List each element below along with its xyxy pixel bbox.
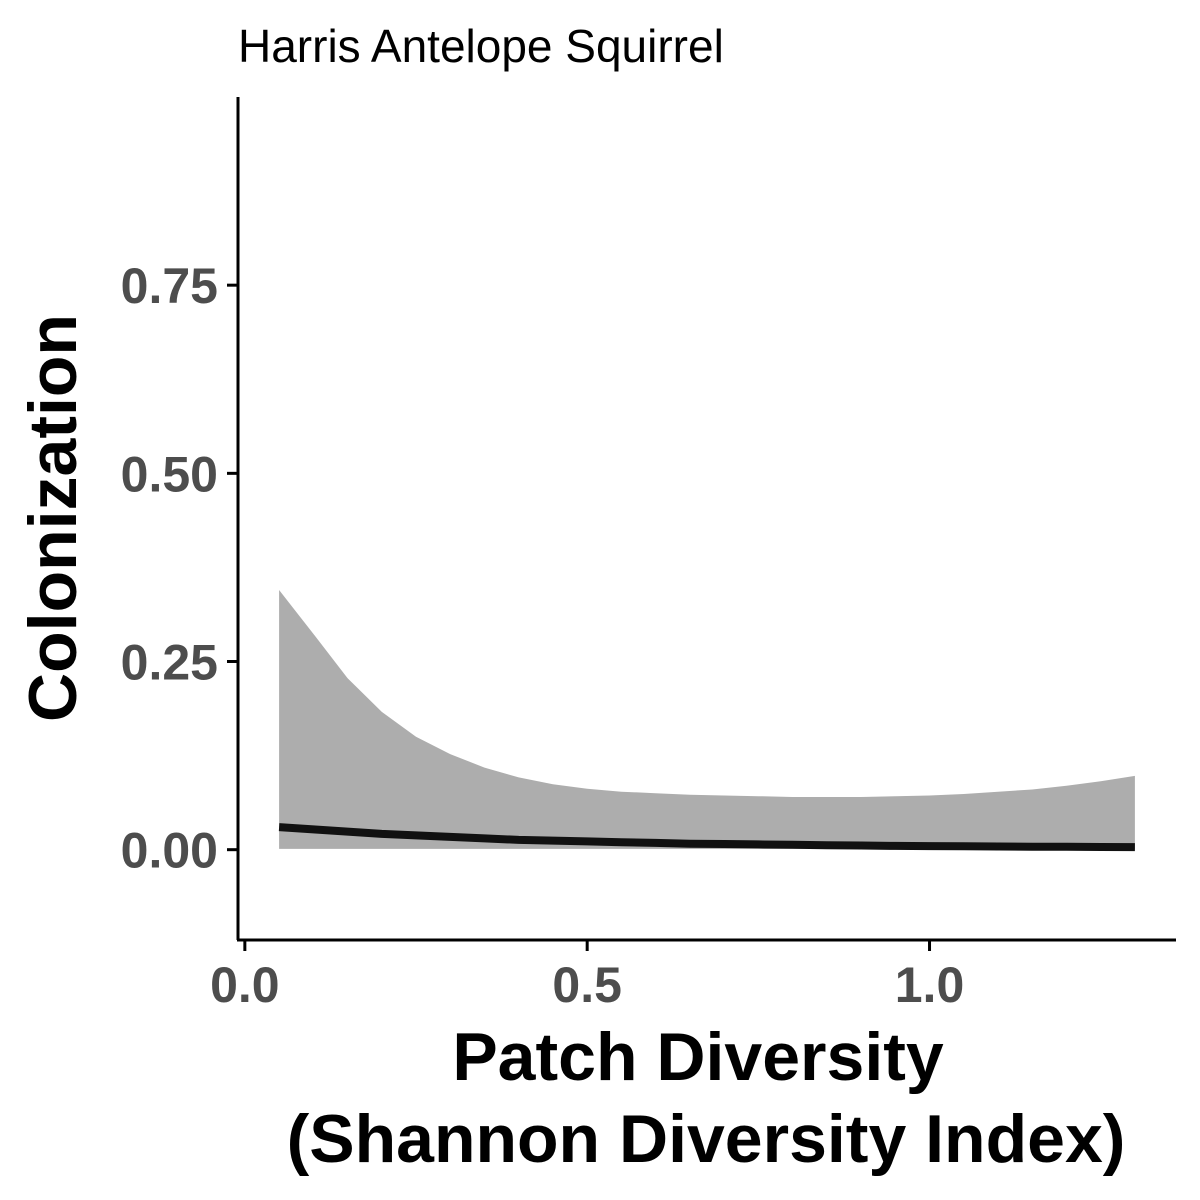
chart-title: Harris Antelope Squirrel — [238, 20, 724, 72]
y-tick-label: 0.00 — [121, 823, 218, 879]
x-tick-label: 0.0 — [210, 957, 280, 1013]
x-tick-label: 0.5 — [552, 957, 622, 1013]
y-tick-label: 0.75 — [121, 258, 218, 314]
x-axis-title-line-2: (Shannon Diversity Index) — [287, 1101, 1126, 1177]
y-tick-label: 0.50 — [121, 446, 218, 502]
x-axis-ticks: 0.0 0.5 1.0 — [210, 940, 964, 1013]
confidence-ribbon — [279, 590, 1135, 850]
y-axis-ticks: 0.00 0.25 0.50 0.75 — [121, 258, 238, 879]
x-tick-label: 1.0 — [895, 957, 965, 1013]
x-axis-title-line-1: Patch Diversity — [452, 1019, 944, 1095]
y-tick-label: 0.25 — [121, 635, 218, 691]
y-axis-title: Colonization — [15, 314, 91, 722]
fitted-line — [278, 823, 1135, 852]
plot-area — [278, 590, 1135, 852]
